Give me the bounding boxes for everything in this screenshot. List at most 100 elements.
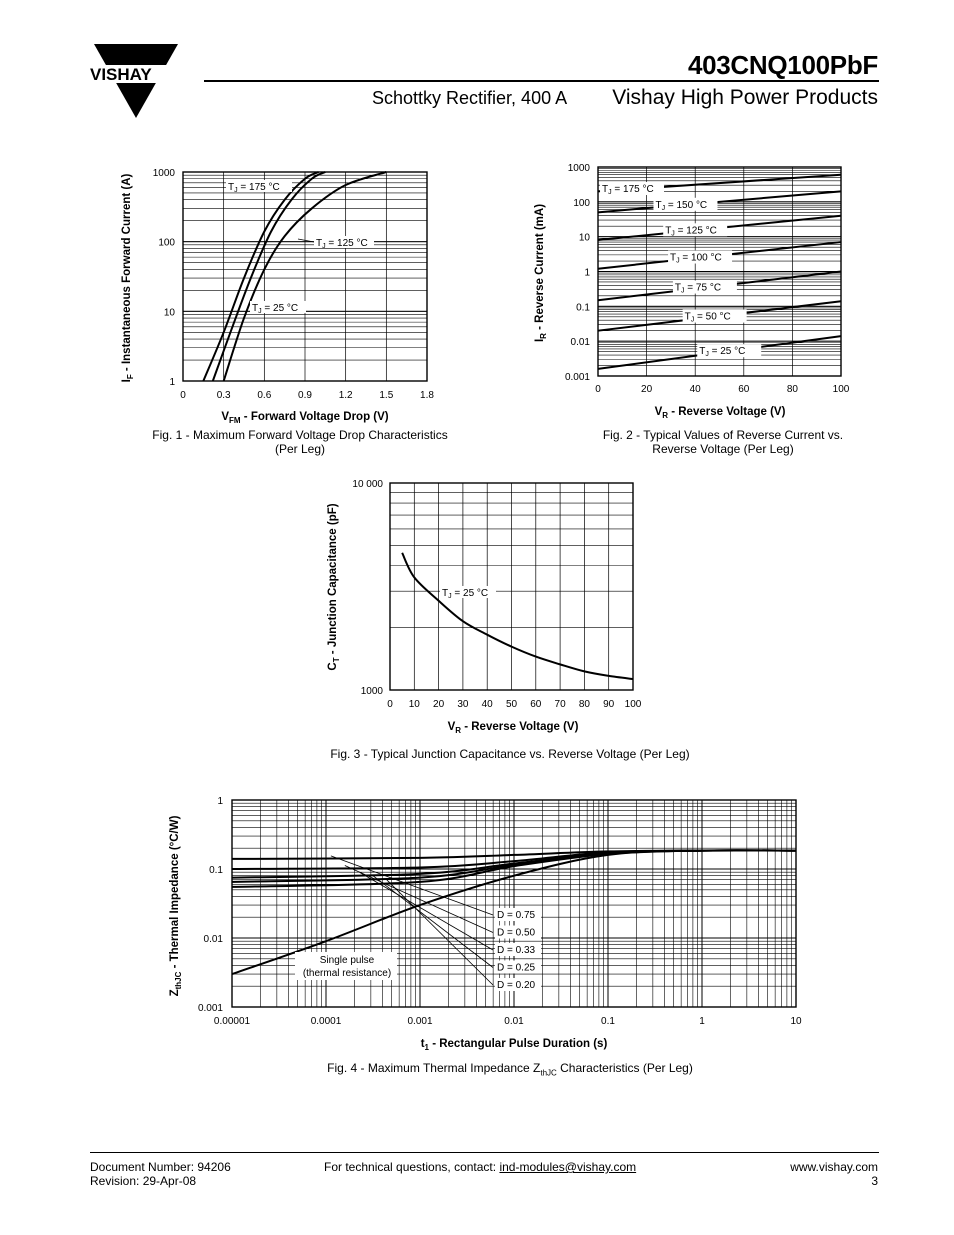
fig1-x-tick: 1.5 bbox=[379, 390, 393, 401]
fig4-y-tick: 0.1 bbox=[209, 865, 223, 876]
fig3-x-tick: 80 bbox=[579, 699, 591, 710]
footer-right: www.vishay.com 3 bbox=[790, 1160, 878, 1188]
fig2-label-tj-150-c: TJ = 150 °C bbox=[655, 200, 707, 212]
fig1-series-tj-175-c bbox=[202, 171, 320, 382]
fig3-x-tick: 0 bbox=[387, 699, 393, 710]
fig1-y-tick: 1 bbox=[169, 377, 175, 388]
fig2-label-tj-50-c: TJ = 50 °C bbox=[685, 312, 731, 324]
doc-number: Document Number: 94206 bbox=[90, 1160, 231, 1174]
fig4-single-pulse-sub: (thermal resistance) bbox=[303, 968, 391, 979]
fig1-x-tick: 0.3 bbox=[217, 390, 231, 401]
fig2-label-tj-25-c: TJ = 25 °C bbox=[699, 346, 745, 358]
fig4-chart: 0.00001 0.0001 0.001 0.01 0.1 1 10 0.001 0.01 0.1… bbox=[169, 796, 802, 1052]
fig2-y-tick: 1000 bbox=[568, 163, 591, 174]
fig1-label-175: TJ = 175 °C bbox=[228, 182, 280, 194]
fig4-x-tick: 0.0001 bbox=[311, 1016, 342, 1027]
fig2-y-tick: 100 bbox=[573, 198, 590, 209]
header-rule bbox=[204, 80, 879, 82]
fig2-x-tick: 20 bbox=[641, 384, 653, 395]
fig1-y-tick: 100 bbox=[158, 238, 175, 249]
fig3-x-tick: 20 bbox=[433, 699, 445, 710]
fig4-x-axis-label: t1 - Rectangular Pulse Duration (s) bbox=[421, 1038, 608, 1052]
fig4-y-tick: 0.001 bbox=[198, 1003, 223, 1014]
website: www.vishay.com bbox=[790, 1160, 878, 1174]
fig4-single-pulse-label: Single pulse bbox=[320, 955, 375, 966]
fig4-x-tick: 0.00001 bbox=[214, 1016, 251, 1027]
footer-contact: For technical questions, contact: ind-mo… bbox=[324, 1160, 637, 1174]
fig1-x-tick: 1.2 bbox=[339, 390, 353, 401]
fig3-x-tick: 50 bbox=[506, 699, 518, 710]
revision: Revision: 29-Apr-08 bbox=[90, 1174, 197, 1188]
fig1-series-tj-25-c bbox=[222, 171, 387, 382]
fig4-y-tick: 0.01 bbox=[204, 934, 224, 945]
fig1-x-axis-label: VFM - Forward Voltage Drop (V) bbox=[221, 411, 388, 425]
fig4-x-tick: 0.1 bbox=[601, 1016, 615, 1027]
fig3-x-tick: 30 bbox=[457, 699, 469, 710]
fig3-x-tick: 90 bbox=[603, 699, 615, 710]
footer-rule bbox=[90, 1152, 879, 1153]
fig3-caption: Fig. 3 - Typical Junction Capacitance vs… bbox=[330, 747, 690, 761]
header-subtitle-left: Schottky Rectifier, 400 A bbox=[372, 88, 568, 108]
fig1-x-tick: 1.8 bbox=[420, 390, 434, 401]
fig4-x-tick: 0.01 bbox=[504, 1016, 524, 1027]
footer-left: Document Number: 94206 Revision: 29-Apr-… bbox=[90, 1160, 231, 1188]
fig2-y-tick: 0.01 bbox=[571, 337, 591, 348]
fig1-y-axis-label: IF - Instantaneous Forward Current (A) bbox=[121, 173, 135, 382]
fig3-y-tick: 10 000 bbox=[352, 479, 383, 490]
fig4-label-d-0-75: D = 0.75 bbox=[497, 910, 536, 921]
fig3-x-tick: 60 bbox=[530, 699, 542, 710]
contact-email-link[interactable]: ind-modules@vishay.com bbox=[499, 1160, 637, 1174]
page-number: 3 bbox=[871, 1174, 878, 1188]
fig2-x-axis-label: VR - Reverse Voltage (V) bbox=[655, 406, 786, 420]
fig1-series-tj-125-c bbox=[211, 171, 326, 382]
fig4-x-tick: 0.001 bbox=[407, 1016, 432, 1027]
fig2-y-tick: 0.1 bbox=[576, 302, 590, 313]
fig4-y-axis-label: ZthJC - Thermal Impedance (°C/W) bbox=[169, 815, 183, 996]
fig2-x-tick: 40 bbox=[690, 384, 702, 395]
fig2-y-tick: 1 bbox=[584, 268, 590, 279]
fig2-y-tick: 0.001 bbox=[565, 372, 590, 383]
fig3-y-tick: 1000 bbox=[361, 686, 384, 697]
header-subtitle-right: Vishay High Power Products bbox=[612, 86, 878, 109]
fig3-x-tick: 100 bbox=[625, 699, 642, 710]
fig3-y-axis-label: CT - Junction Capacitance (pF) bbox=[327, 503, 341, 670]
fig2-x-tick: 100 bbox=[833, 384, 850, 395]
fig2-y-tick: 10 bbox=[579, 233, 591, 244]
fig4-label-d-0-50: D = 0.50 bbox=[497, 928, 536, 939]
fig2-label-tj-175-c: TJ = 175 °C bbox=[602, 184, 654, 196]
fig1-y-tick: 10 bbox=[164, 307, 176, 318]
fig2-caption: Fig. 2 - Typical Values of Reverse Curre… bbox=[602, 428, 844, 456]
fig1-x-tick: 0.6 bbox=[257, 390, 271, 401]
fig2-series-tj-150-c bbox=[597, 190, 842, 214]
fig1-y-tick: 1000 bbox=[153, 168, 176, 179]
fig2-x-tick: 0 bbox=[595, 384, 601, 395]
fig3-x-axis-label: VR - Reverse Voltage (V) bbox=[448, 721, 579, 735]
fig2-label-tj-100-c: TJ = 100 °C bbox=[670, 253, 722, 265]
fig2-x-tick: 80 bbox=[787, 384, 799, 395]
fig4-y-tick: 1 bbox=[217, 796, 223, 807]
fig3-chart: 0 10 20 30 40 50 60 70 80 90 100 1000 10 000 VR - Re… bbox=[327, 479, 642, 735]
fig1-x-tick: 0 bbox=[180, 390, 186, 401]
fig1-chart: 0 0.3 0.6 0.9 1.2 1.5 1.8 1 10 100 1000 VFM - Forw… bbox=[121, 168, 434, 425]
fig4-label-d-0-25: D = 0.25 bbox=[497, 963, 536, 974]
fig3-label-25: TJ = 25 °C bbox=[442, 588, 488, 600]
fig4-label-d-0-20: D = 0.20 bbox=[497, 980, 536, 991]
logo-text: VISHAY bbox=[90, 65, 152, 84]
fig2-x-tick: 60 bbox=[738, 384, 750, 395]
fig2-label-tj-75-c: TJ = 75 °C bbox=[675, 283, 721, 295]
fig4-x-tick: 1 bbox=[699, 1016, 705, 1027]
fig3-x-tick: 40 bbox=[482, 699, 494, 710]
fig1-caption: Fig. 1 - Maximum Forward Voltage Drop Ch… bbox=[152, 428, 448, 456]
vishay-logo: VISHAY bbox=[88, 44, 184, 120]
fig3-series-tj-25-c bbox=[401, 552, 634, 681]
part-number: 403CNQ100PbF bbox=[687, 50, 878, 80]
fig3-x-tick: 10 bbox=[409, 699, 421, 710]
fig4-caption: Fig. 4 - Maximum Thermal Impedance ZthJC… bbox=[327, 1061, 693, 1078]
fig3-x-tick: 70 bbox=[555, 699, 567, 710]
fig2-y-axis-label: IR - Reverse Current (mA) bbox=[534, 204, 548, 342]
fig4-series-single-pulse-thermal-resistance bbox=[231, 849, 797, 976]
fig4-label-d-0-33: D = 0.33 bbox=[497, 945, 536, 956]
fig2-label-tj-125-c: TJ = 125 °C bbox=[665, 225, 717, 237]
fig2-chart: 0 20 40 60 80 100 0.001 0.01 0.1 1 10 100 1000 VR - … bbox=[534, 163, 850, 420]
fig4-x-tick: 10 bbox=[790, 1016, 802, 1027]
